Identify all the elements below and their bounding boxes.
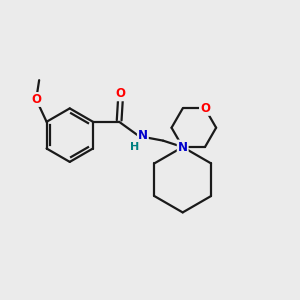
Text: O: O: [116, 87, 126, 100]
Text: O: O: [31, 93, 41, 106]
Text: O: O: [200, 102, 210, 115]
Text: H: H: [130, 142, 140, 152]
Text: N: N: [178, 140, 188, 154]
Text: N: N: [138, 129, 148, 142]
